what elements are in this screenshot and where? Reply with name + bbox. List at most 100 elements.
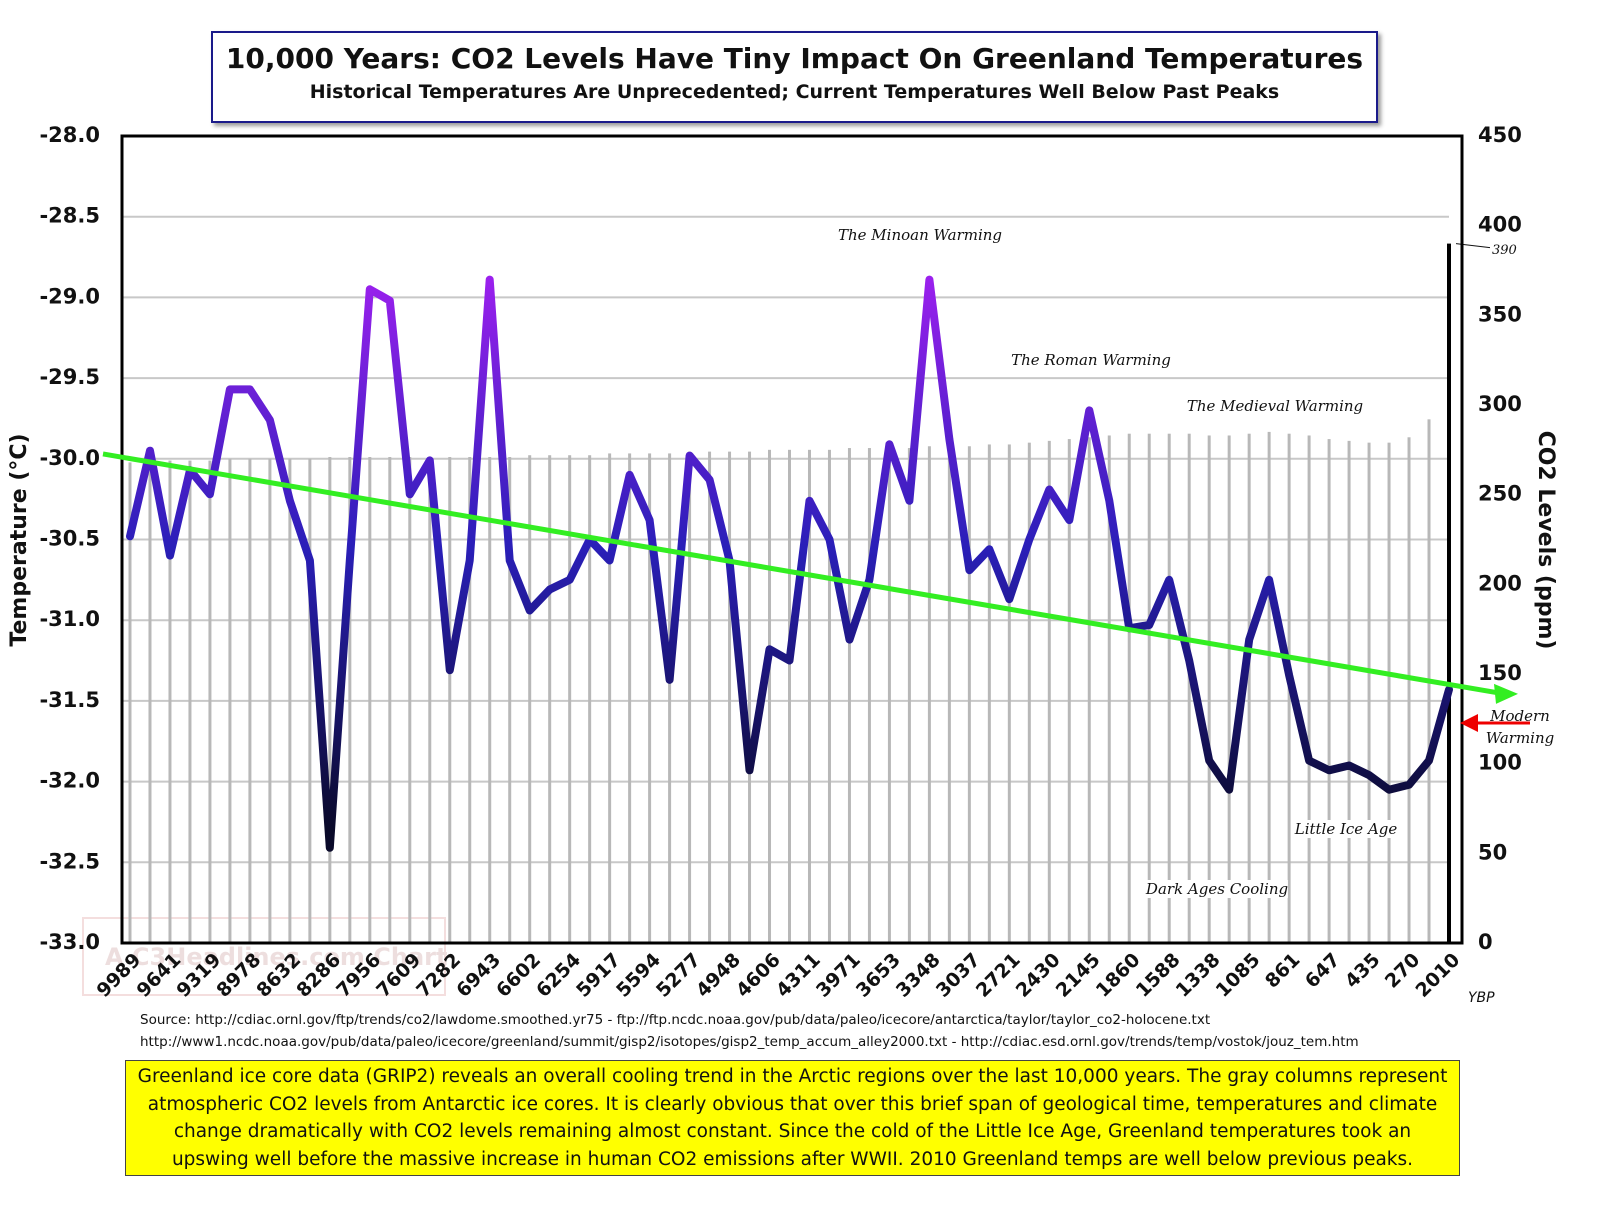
co2-column — [348, 457, 352, 943]
co2-column — [788, 449, 791, 943]
co2-column — [128, 462, 132, 943]
co2-column — [408, 457, 412, 943]
x-axis-label: YBP — [1468, 990, 1495, 1006]
co2-column — [1387, 442, 1391, 943]
co2-column — [148, 462, 152, 943]
y2-tick-label: 250 — [1478, 482, 1522, 506]
annotation: Dark Ages Cooling — [1145, 880, 1289, 898]
co2-column — [468, 457, 472, 943]
x-tick-label: 5594 — [612, 949, 665, 1002]
annotation: The Medieval Warming — [1186, 397, 1364, 415]
y2-tick-label: 150 — [1478, 661, 1522, 685]
x-tick-label: 2430 — [1012, 949, 1065, 1002]
y-tick-label: -32.0 — [39, 769, 100, 793]
x-tick-label: 3971 — [812, 949, 865, 1002]
y-tick-label: -33.0 — [39, 930, 100, 954]
co2-column — [1187, 433, 1191, 943]
x-tick-label: 1860 — [1092, 949, 1145, 1002]
co2-column — [1067, 439, 1071, 943]
co2-column — [1267, 431, 1271, 943]
co2-column — [807, 449, 811, 943]
co2-column — [927, 446, 931, 943]
y-tick-label: -28.5 — [39, 204, 100, 228]
co2-column — [488, 457, 492, 943]
x-tick-label: 647 — [1301, 949, 1345, 993]
arrow-head — [1460, 714, 1478, 732]
y-tick-label: -31.5 — [39, 688, 100, 712]
co2-column — [288, 458, 292, 943]
co2-column — [1367, 442, 1371, 943]
y2-tick-label: 400 — [1478, 213, 1522, 237]
co2-column — [448, 457, 452, 943]
co2-column — [428, 457, 432, 943]
co2-column — [728, 451, 732, 943]
x-tick-label: 1085 — [1212, 949, 1265, 1002]
y-tick-label: -31.0 — [39, 607, 100, 631]
caption: Greenland ice core data (GRIP2) reveals … — [125, 1060, 1460, 1176]
trend-arrow — [1494, 683, 1518, 704]
x-tick-label: 435 — [1341, 949, 1385, 993]
co2-column — [228, 458, 232, 943]
co2-column — [987, 444, 991, 943]
chart-title: 10,000 Years: CO2 Levels Have Tiny Impac… — [225, 42, 1364, 75]
co2-column — [1247, 433, 1251, 943]
y2-tick-label: 0 — [1478, 930, 1493, 954]
watermark: A C3Headlines.com Chart — [105, 943, 447, 971]
y2-tick-label: 50 — [1478, 840, 1507, 864]
title-box: 10,000 Years: CO2 Levels Have Tiny Impac… — [211, 31, 1378, 123]
co2-column — [268, 458, 272, 943]
y2-tick-label: 100 — [1478, 751, 1522, 775]
x-tick-label: 3653 — [852, 949, 905, 1002]
y-tick-label: -32.5 — [39, 849, 100, 873]
y2-axis-title: CO2 Levels (ppm) — [1533, 431, 1558, 650]
co2-column — [648, 453, 652, 943]
co2-column — [528, 455, 532, 943]
co2-column — [688, 451, 692, 943]
y2-tick-label: 300 — [1478, 392, 1522, 416]
co2-column — [1407, 437, 1411, 943]
co2-column — [668, 453, 672, 943]
co2-column — [768, 449, 772, 943]
y-tick-label: -29.0 — [39, 284, 100, 308]
x-tick-label: 2721 — [972, 949, 1025, 1002]
y-tick-label: -30.5 — [39, 527, 100, 551]
source: Source: http://cdiac.ornl.gov/ftp/trends… — [140, 1012, 1211, 1028]
annotation: Little Ice Age — [1294, 820, 1398, 838]
y2-tick-label: 200 — [1478, 571, 1522, 595]
co2-column — [568, 455, 572, 943]
co2-column — [208, 460, 212, 943]
co2-column — [188, 460, 192, 943]
co2-column — [1047, 440, 1051, 943]
x-tick-label: 3348 — [892, 949, 945, 1002]
y-tick-label: -30.0 — [39, 446, 100, 470]
co2-column — [967, 446, 971, 943]
co2-column — [827, 449, 831, 943]
annotation: The Roman Warming — [1011, 351, 1171, 369]
co2-column — [1087, 437, 1091, 943]
co2-column — [847, 448, 851, 943]
co2-column — [1347, 440, 1351, 943]
co2-column — [1027, 442, 1031, 943]
co2-column — [248, 458, 252, 943]
co2-column — [1167, 433, 1171, 943]
x-tick-label: 6254 — [532, 949, 585, 1002]
x-tick-label: 1338 — [1172, 949, 1225, 1002]
co2-column — [308, 458, 312, 943]
plot-frame — [120, 134, 1464, 945]
co2-column — [907, 448, 911, 943]
co2-column — [708, 451, 712, 943]
x-tick-label: 4948 — [692, 949, 745, 1002]
co2-column — [628, 453, 632, 943]
y-tick-label: -29.5 — [39, 365, 100, 389]
co2-column — [1327, 439, 1331, 943]
y2-tick-label: 450 — [1478, 123, 1522, 147]
co2-column — [1147, 433, 1151, 943]
annotation: Modern Warming — [1485, 707, 1555, 747]
annotation: The Minoan Warming — [837, 226, 1003, 244]
co2-column — [388, 457, 392, 943]
co2-column — [608, 453, 612, 943]
co2-column — [748, 451, 752, 943]
co2-column — [548, 455, 552, 943]
